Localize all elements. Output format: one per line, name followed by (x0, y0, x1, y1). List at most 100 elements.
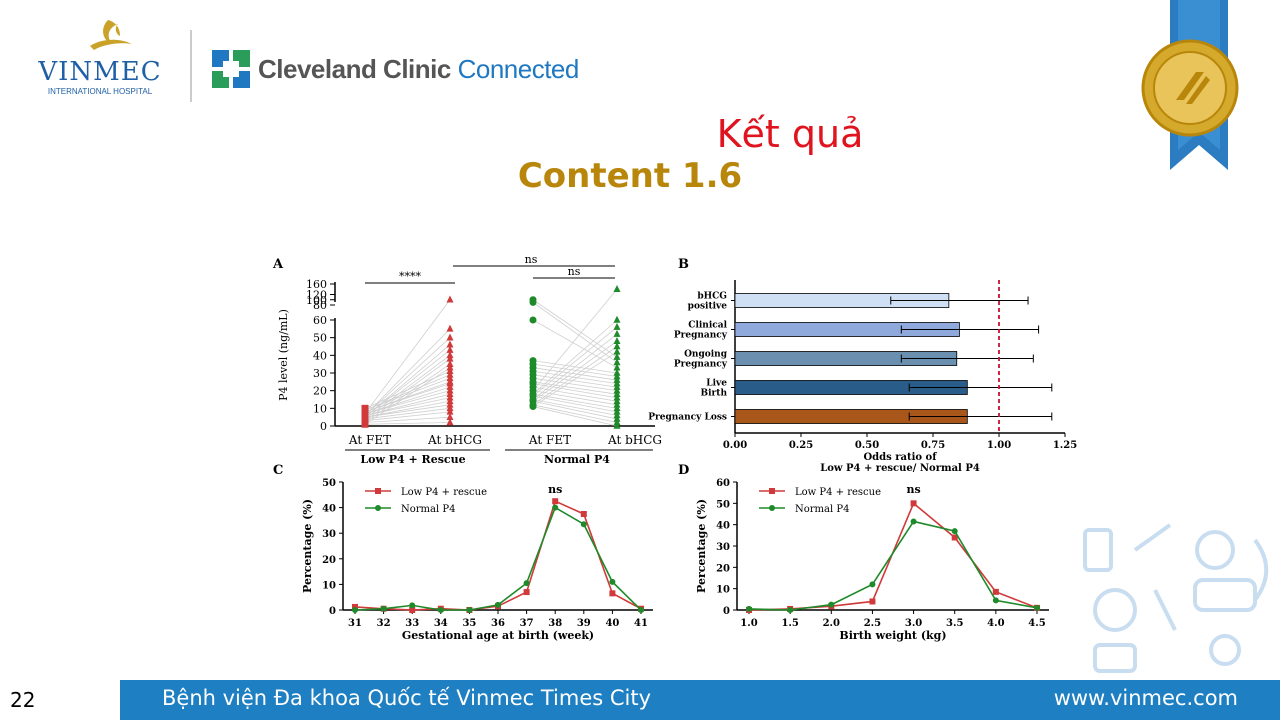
panel-c-legend-marker (375, 488, 381, 494)
panel-a-pair-line (364, 416, 451, 423)
panel-a-y-tick-label: 80 (313, 299, 327, 312)
panel-a-point (613, 382, 621, 390)
panel-a-point (446, 367, 454, 375)
panel-b-x-tick-label: 1.25 (1053, 440, 1077, 451)
panel-a-point (613, 379, 621, 387)
panel-a-pair-line (532, 400, 618, 420)
panel-d-x-tick-label: 4.5 (1028, 618, 1045, 629)
panel-a-pair-line (364, 374, 451, 411)
panel-c-point (380, 605, 387, 612)
panel-d-point (787, 607, 794, 613)
panel-c-x-tick-label: 38 (548, 618, 562, 629)
panel-a-point (613, 285, 621, 293)
panel-a-pair-line (532, 351, 618, 407)
panel-a-point (446, 363, 454, 371)
panel-c-point (580, 511, 587, 517)
panel-a-point (529, 296, 537, 304)
panel-a-point (446, 354, 454, 362)
panel-a-pair-line (364, 367, 451, 425)
panel-a-point (446, 397, 454, 405)
panel-a-pair-line (532, 370, 618, 384)
panel-a-y-tick-label: 60 (313, 314, 327, 327)
panel-d-legend-label: Normal P4 (795, 504, 849, 515)
panel-c-annotation: ns (548, 483, 562, 496)
panel-d-point (910, 500, 917, 507)
panel-a-point (613, 342, 621, 350)
panel-a-group-label: Low P4 + Rescue (360, 453, 465, 466)
panel-c-point (352, 603, 358, 610)
panel-a-point (446, 351, 454, 359)
medical-icons-decoration (1083, 523, 1269, 673)
panel-a-point (446, 333, 454, 341)
panel-a-point (446, 418, 454, 426)
panel-a-y-label: P4 level (ng/mL) (277, 309, 290, 401)
panel-a-pair-line (532, 319, 618, 369)
panel-a-point (613, 390, 621, 397)
panel-d-y-tick-label: 40 (716, 521, 730, 532)
panel-a-pair-line (364, 390, 451, 415)
panel-b-x-tick-label: 0.75 (921, 440, 945, 451)
panel-a-pair-line (364, 344, 451, 418)
panel-a-y-tick-label: 30 (313, 367, 327, 380)
panel-c: C 0 10 20 30 40 50 31 32 33 34 35 36 37 38 39 40 41 Gestat… (273, 463, 653, 642)
panel-a-pair-line (364, 337, 451, 416)
panel-a-point (613, 386, 621, 394)
panel-a-pair-line (532, 393, 618, 409)
panel-c-legend-label: Low P4 + rescue (401, 487, 487, 498)
vinmec-logo: VINMEC INTERNATIONAL HOSPITAL (37, 20, 161, 96)
panel-c-point (352, 607, 358, 613)
panel-d-series-line (748, 520, 1038, 611)
panel-c-y-tick-label: 40 (322, 504, 336, 515)
panel-a-pair-line (532, 377, 618, 392)
panel-a-pair-line (532, 395, 618, 413)
cleveland-clinic-logo: Cleveland Clinic Connected (212, 46, 579, 92)
panel-a-point (529, 357, 537, 365)
panel-a-y-tick-label: 40 (313, 349, 327, 362)
panel-d-point (1034, 604, 1040, 611)
panel-d-y-tick-label: 0 (723, 606, 730, 617)
panel-d-y-label: Percentage (%) (695, 499, 708, 593)
panel-c-x-tick-label: 36 (491, 618, 505, 629)
panel-a-pair-line (364, 381, 451, 413)
panel-d-point (828, 601, 835, 608)
panel-a-point (613, 337, 621, 344)
panel-c-point (552, 498, 559, 505)
panel-a-pair-line (532, 381, 618, 395)
panel-c-point (552, 504, 559, 511)
panel-c-y-tick-label: 20 (322, 555, 336, 566)
joint-commission-seal-icon (1141, 39, 1239, 137)
panel-c-y-label: Percentage (%) (301, 499, 314, 593)
panel-a-point (613, 400, 621, 408)
panel-a-pair-line (532, 367, 618, 381)
panel-c-point (523, 580, 530, 587)
panel-a-point (446, 407, 454, 415)
panel-a-point (613, 397, 621, 405)
panel-a-point (613, 322, 621, 330)
panel-a-pair-line (532, 404, 618, 423)
panel-c-x-tick-label: 31 (348, 618, 362, 629)
panel-c-point (495, 601, 501, 608)
panel-c-y-tick-label: 50 (322, 478, 336, 489)
panel-b-x-label: Odds ratio of (863, 452, 937, 463)
vinmec-name: VINMEC (37, 57, 161, 87)
panel-a-point (446, 374, 454, 382)
panel-a-pair-line (364, 363, 451, 423)
panel-a-point (446, 382, 454, 390)
panel-a-pair-line (364, 386, 451, 415)
panel-a-group-label: Normal P4 (544, 453, 610, 466)
panel-c-x-tick-label: 35 (462, 618, 476, 629)
panel-d-x-tick-label: 1.0 (740, 618, 757, 629)
footer-website-link[interactable]: www.vinmec.com (1053, 686, 1238, 710)
panel-a-pair-line (532, 326, 618, 397)
panel-d-point (869, 581, 876, 588)
panel-c-x-tick-label: 37 (520, 618, 534, 629)
panel-a-pair-line (532, 383, 618, 399)
panel-d-x-tick-label: 1.5 (781, 618, 798, 629)
panel-a-point (613, 418, 621, 426)
panel-a-point (446, 340, 454, 348)
panel-a-point (446, 377, 454, 385)
panel-a-point (613, 368, 621, 376)
panel-a-pair-line (532, 340, 618, 402)
panel-c-point (609, 578, 616, 585)
